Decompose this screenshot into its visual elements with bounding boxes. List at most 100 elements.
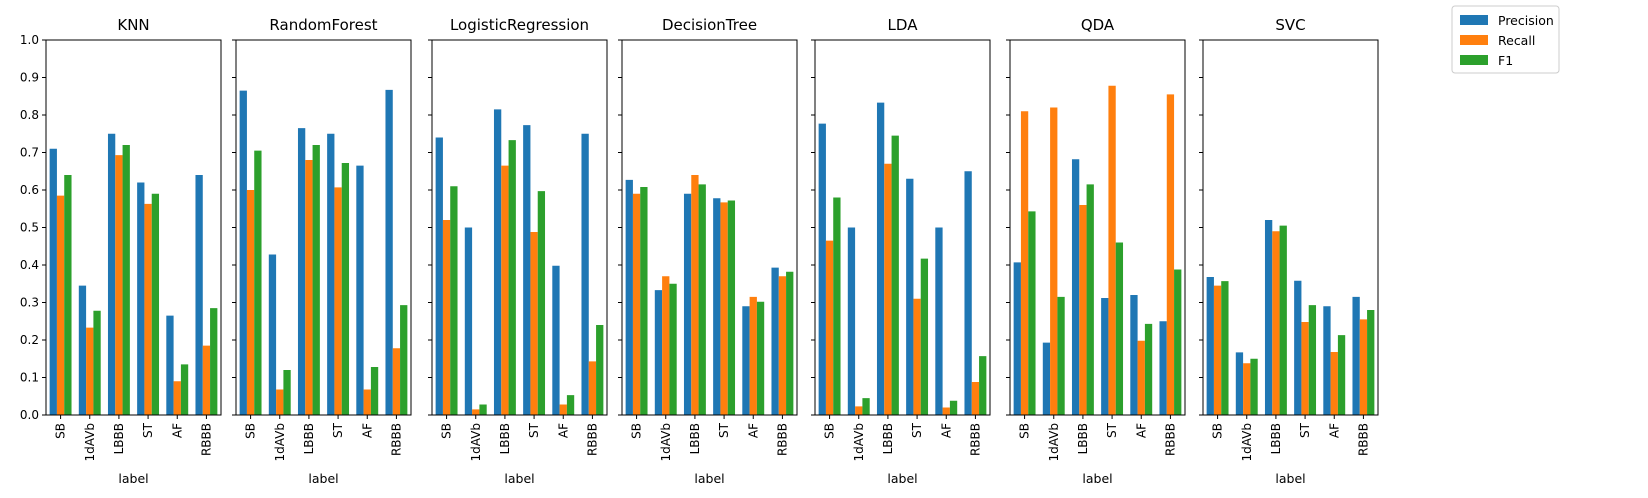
- x-tick-label-sb: SB: [54, 423, 68, 439]
- bar-precision-lbbb: [493, 109, 502, 416]
- bar-precision-1davb: [464, 227, 473, 415]
- bar-f1-rbbb: [400, 305, 408, 416]
- bar-f1-lbbb: [891, 135, 899, 416]
- bar-precision-st: [713, 198, 721, 415]
- bar-f1-rbbb: [979, 356, 987, 416]
- bar-f1-sb: [64, 175, 72, 415]
- bar-precision-af: [742, 306, 750, 415]
- panel-title: LogisticRegression: [450, 16, 589, 34]
- x-tick-label-1davb: 1dAVb: [273, 423, 287, 462]
- x-tick-label-af: AF: [1327, 423, 1341, 438]
- bar-precision-rbbb: [385, 89, 393, 416]
- x-tick-label-1davb: 1dAVb: [83, 423, 97, 462]
- bar-recall-st: [1108, 85, 1116, 415]
- y-tick-label: 0.6: [20, 183, 39, 197]
- bar-recall-af: [559, 404, 567, 415]
- bar-precision-lbbb: [107, 133, 116, 415]
- y-tick-label: 0.8: [20, 108, 39, 122]
- x-tick-label-lbbb: LBBB: [112, 423, 126, 454]
- bar-recall-af: [1330, 352, 1338, 415]
- bar-recall-1davb: [1050, 107, 1058, 415]
- x-axis-label: label: [694, 471, 724, 486]
- x-tick-label-af: AF: [1134, 423, 1148, 438]
- bar-recall-sb: [1020, 111, 1029, 415]
- bar-f1-st: [1308, 305, 1317, 416]
- bar-precision-st: [1294, 280, 1302, 415]
- bar-f1-lbbb: [312, 145, 320, 415]
- panel-decisiontree: SB 1dAVb LBBB ST AF RBBB DecisionTree label: [618, 16, 798, 486]
- bar-recall-af: [749, 296, 757, 416]
- bar-recall-rbbb: [1359, 319, 1368, 416]
- legend-swatch-f1: [1460, 55, 1488, 65]
- bar-recall-1davb: [472, 409, 480, 416]
- x-axis-label: label: [1275, 471, 1305, 486]
- x-tick-label-1davb: 1dAVb: [469, 423, 483, 462]
- y-tick-label: 0.1: [20, 371, 39, 385]
- bar-recall-sb: [1213, 285, 1222, 416]
- bar-precision-lbbb: [1071, 159, 1080, 415]
- bar-f1-lbbb: [508, 140, 516, 416]
- bar-f1-lbbb: [1086, 184, 1094, 416]
- bar-f1-st: [341, 163, 350, 415]
- x-axis-label: label: [1082, 471, 1112, 486]
- bar-recall-lbbb: [501, 165, 509, 416]
- bar-f1-rbbb: [210, 308, 218, 416]
- bar-f1-1davb: [479, 404, 487, 415]
- bar-f1-1davb: [1250, 358, 1258, 415]
- bar-precision-sb: [435, 137, 443, 415]
- y-tick-label: 0.9: [20, 71, 39, 85]
- x-tick-label-lbbb: LBBB: [1076, 423, 1090, 454]
- bar-precision-rbbb: [195, 175, 203, 415]
- bar-recall-1davb: [86, 327, 94, 416]
- legend-swatch-recall: [1460, 35, 1488, 45]
- bar-precision-lbbb: [876, 102, 885, 416]
- x-axis-label: label: [308, 471, 338, 486]
- x-tick-label-st: ST: [717, 422, 731, 438]
- legend: Precision Recall F1: [1451, 5, 1560, 74]
- x-tick-label-sb: SB: [823, 423, 837, 439]
- bar-precision-sb: [239, 90, 247, 416]
- panel-title: QDA: [1081, 16, 1115, 34]
- x-tick-label-lbbb: LBBB: [688, 423, 702, 454]
- bar-recall-st: [1301, 322, 1309, 415]
- bar-precision-st: [523, 125, 531, 416]
- panel-title: DecisionTree: [662, 16, 757, 34]
- bar-recall-sb: [632, 193, 641, 415]
- bar-recall-sb: [825, 240, 834, 416]
- bar-recall-lbbb: [1079, 205, 1087, 415]
- bar-recall-st: [334, 187, 342, 416]
- bar-precision-sb: [818, 123, 826, 416]
- bar-precision-st: [906, 178, 914, 415]
- bar-recall-rbbb: [202, 345, 211, 416]
- x-tick-label-st: ST: [910, 422, 924, 438]
- bar-recall-af: [363, 389, 371, 415]
- bar-recall-1davb: [662, 276, 670, 415]
- x-tick-label-af: AF: [556, 423, 570, 438]
- bar-f1-1davb: [669, 283, 677, 415]
- bar-f1-1davb: [93, 310, 101, 415]
- bar-f1-1davb: [1057, 296, 1065, 416]
- bar-f1-rbbb: [596, 325, 604, 415]
- panel-title: KNN: [117, 16, 149, 34]
- panel-title: SVC: [1275, 16, 1305, 34]
- bar-precision-rbbb: [1159, 321, 1167, 415]
- bar-recall-st: [530, 232, 538, 415]
- bar-precision-lbbb: [683, 193, 692, 415]
- bar-precision-af: [935, 227, 943, 415]
- panel-knn: 0.0 0.1 0.2 0.3 0.4 0.5 0.6 0.7 0.8 0.9 1.0 SB 1dAVb…: [20, 16, 222, 486]
- bar-f1-af: [180, 364, 189, 416]
- bar-precision-st: [137, 182, 145, 415]
- bar-precision-1davb: [1042, 342, 1051, 416]
- bar-recall-lbbb: [691, 175, 699, 415]
- bar-recall-rbbb: [971, 382, 980, 415]
- x-tick-label-lbbb: LBBB: [881, 423, 895, 454]
- bar-f1-1davb: [283, 370, 291, 415]
- bar-f1-sb: [1028, 211, 1036, 415]
- x-tick-label-sb: SB: [1018, 423, 1032, 439]
- bar-f1-af: [370, 367, 379, 415]
- x-axis-label: label: [887, 471, 917, 486]
- x-tick-label-sb: SB: [244, 423, 258, 439]
- x-tick-label-sb: SB: [630, 423, 644, 439]
- y-tick-label: 0.3: [20, 296, 39, 310]
- x-tick-label-sb: SB: [440, 423, 454, 439]
